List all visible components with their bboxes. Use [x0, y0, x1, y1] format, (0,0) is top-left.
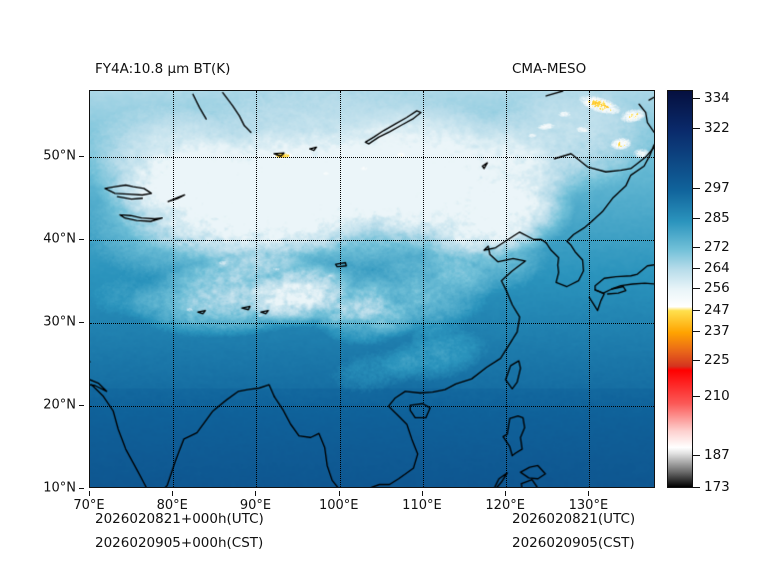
- colorbar-value-label: 247: [704, 302, 730, 318]
- tick-lon: [421, 491, 423, 496]
- gridline-lon: [589, 91, 591, 487]
- longitude-label: 110°E: [402, 498, 442, 513]
- tick-lat: [79, 156, 84, 158]
- tick-lon: [505, 491, 507, 496]
- colorbar-tick: [693, 188, 700, 189]
- tick-lon: [255, 491, 257, 496]
- tick-lat: [79, 405, 84, 407]
- gridline-lon: [339, 91, 341, 487]
- colorbar-value-label: 237: [704, 323, 730, 339]
- footer-valid-time-cst: 2026020905+000h(CST): [95, 535, 264, 551]
- colorbar-tick: [693, 268, 700, 269]
- gridline-lat: [90, 406, 654, 408]
- colorbar-value-label: 173: [704, 479, 730, 495]
- latitude-label: 50°N: [43, 148, 76, 164]
- tick-lon: [89, 491, 90, 496]
- colorbar-value-label: 210: [704, 388, 730, 404]
- longitude-label: 120°E: [485, 498, 525, 513]
- colorbar-tick: [693, 218, 700, 219]
- colorbar-tick: [693, 331, 700, 332]
- footer-obs-time-utc: 2026020821(UTC): [512, 511, 636, 527]
- gridline-lon: [506, 91, 508, 487]
- colorbar-value-label: 187: [704, 447, 730, 463]
- colorbar-tick: [693, 247, 700, 248]
- colorbar-gradient: [668, 91, 692, 487]
- colorbar-tick: [693, 487, 700, 488]
- colorbar-value-label: 256: [704, 280, 730, 296]
- colorbar-tick: [693, 98, 700, 99]
- longitude-axis: 70°E 80°E 90°E 100°E 110°E 120°E 130°E: [73, 491, 655, 513]
- longitude-label: 100°E: [318, 498, 359, 513]
- longitude-label: 130°E: [568, 498, 609, 513]
- tick-lon: [172, 491, 174, 496]
- colorbar-tick: [693, 288, 700, 289]
- colorbar-value-label: 322: [704, 120, 730, 136]
- gridline-lat: [90, 157, 654, 159]
- brightness-temperature-raster: [90, 91, 654, 487]
- chart-title-right: CMA-MESO: [512, 61, 587, 77]
- colorbar-tick: [693, 396, 700, 397]
- colorbar-value-label: 297: [704, 180, 730, 196]
- gridline-lon: [256, 91, 258, 487]
- colorbar-tick: [693, 360, 700, 361]
- latitude-label: 30°N: [43, 314, 76, 330]
- colorbar-value-label: 334: [704, 90, 730, 106]
- footer-valid-time-utc: 2026020821+000h(UTC): [95, 511, 264, 527]
- gridline-lon: [422, 91, 424, 487]
- longitude-label: 70°E: [73, 498, 105, 513]
- tick-lon: [338, 491, 340, 496]
- gridline-lat: [90, 240, 654, 242]
- longitude-label: 90°E: [239, 498, 272, 513]
- footer-obs-time-cst: 2026020905(CST): [512, 535, 635, 551]
- tick-lon: [588, 491, 590, 496]
- chart-title-left: FY4A:10.8 μm BT(K): [95, 61, 231, 77]
- latitude-axis: 10°N 20°N 30°N 40°N 50°N: [0, 90, 84, 496]
- satellite-map-panel[interactable]: [89, 90, 655, 488]
- colorbar-tick: [693, 455, 700, 456]
- colorbar-value-label: 272: [704, 239, 730, 255]
- longitude-label: 80°E: [156, 498, 188, 513]
- colorbar: [667, 90, 693, 488]
- latitude-label: 20°N: [43, 397, 76, 413]
- tick-lat: [79, 322, 84, 324]
- colorbar-value-label: 225: [704, 352, 730, 368]
- colorbar-tick: [693, 310, 700, 311]
- latitude-label: 10°N: [43, 480, 76, 496]
- tick-lat: [79, 239, 84, 241]
- colorbar-tick: [693, 128, 700, 129]
- colorbar-value-label: 285: [704, 210, 730, 226]
- tick-lat: [79, 488, 84, 489]
- latitude-label: 40°N: [43, 231, 76, 247]
- colorbar-tick-labels: 334 322 297 285 272 264 256 247 237 225 210 187 173: [693, 90, 763, 495]
- gridline-lat: [90, 323, 654, 325]
- colorbar-value-label: 264: [704, 260, 730, 276]
- gridline-lon: [173, 91, 175, 487]
